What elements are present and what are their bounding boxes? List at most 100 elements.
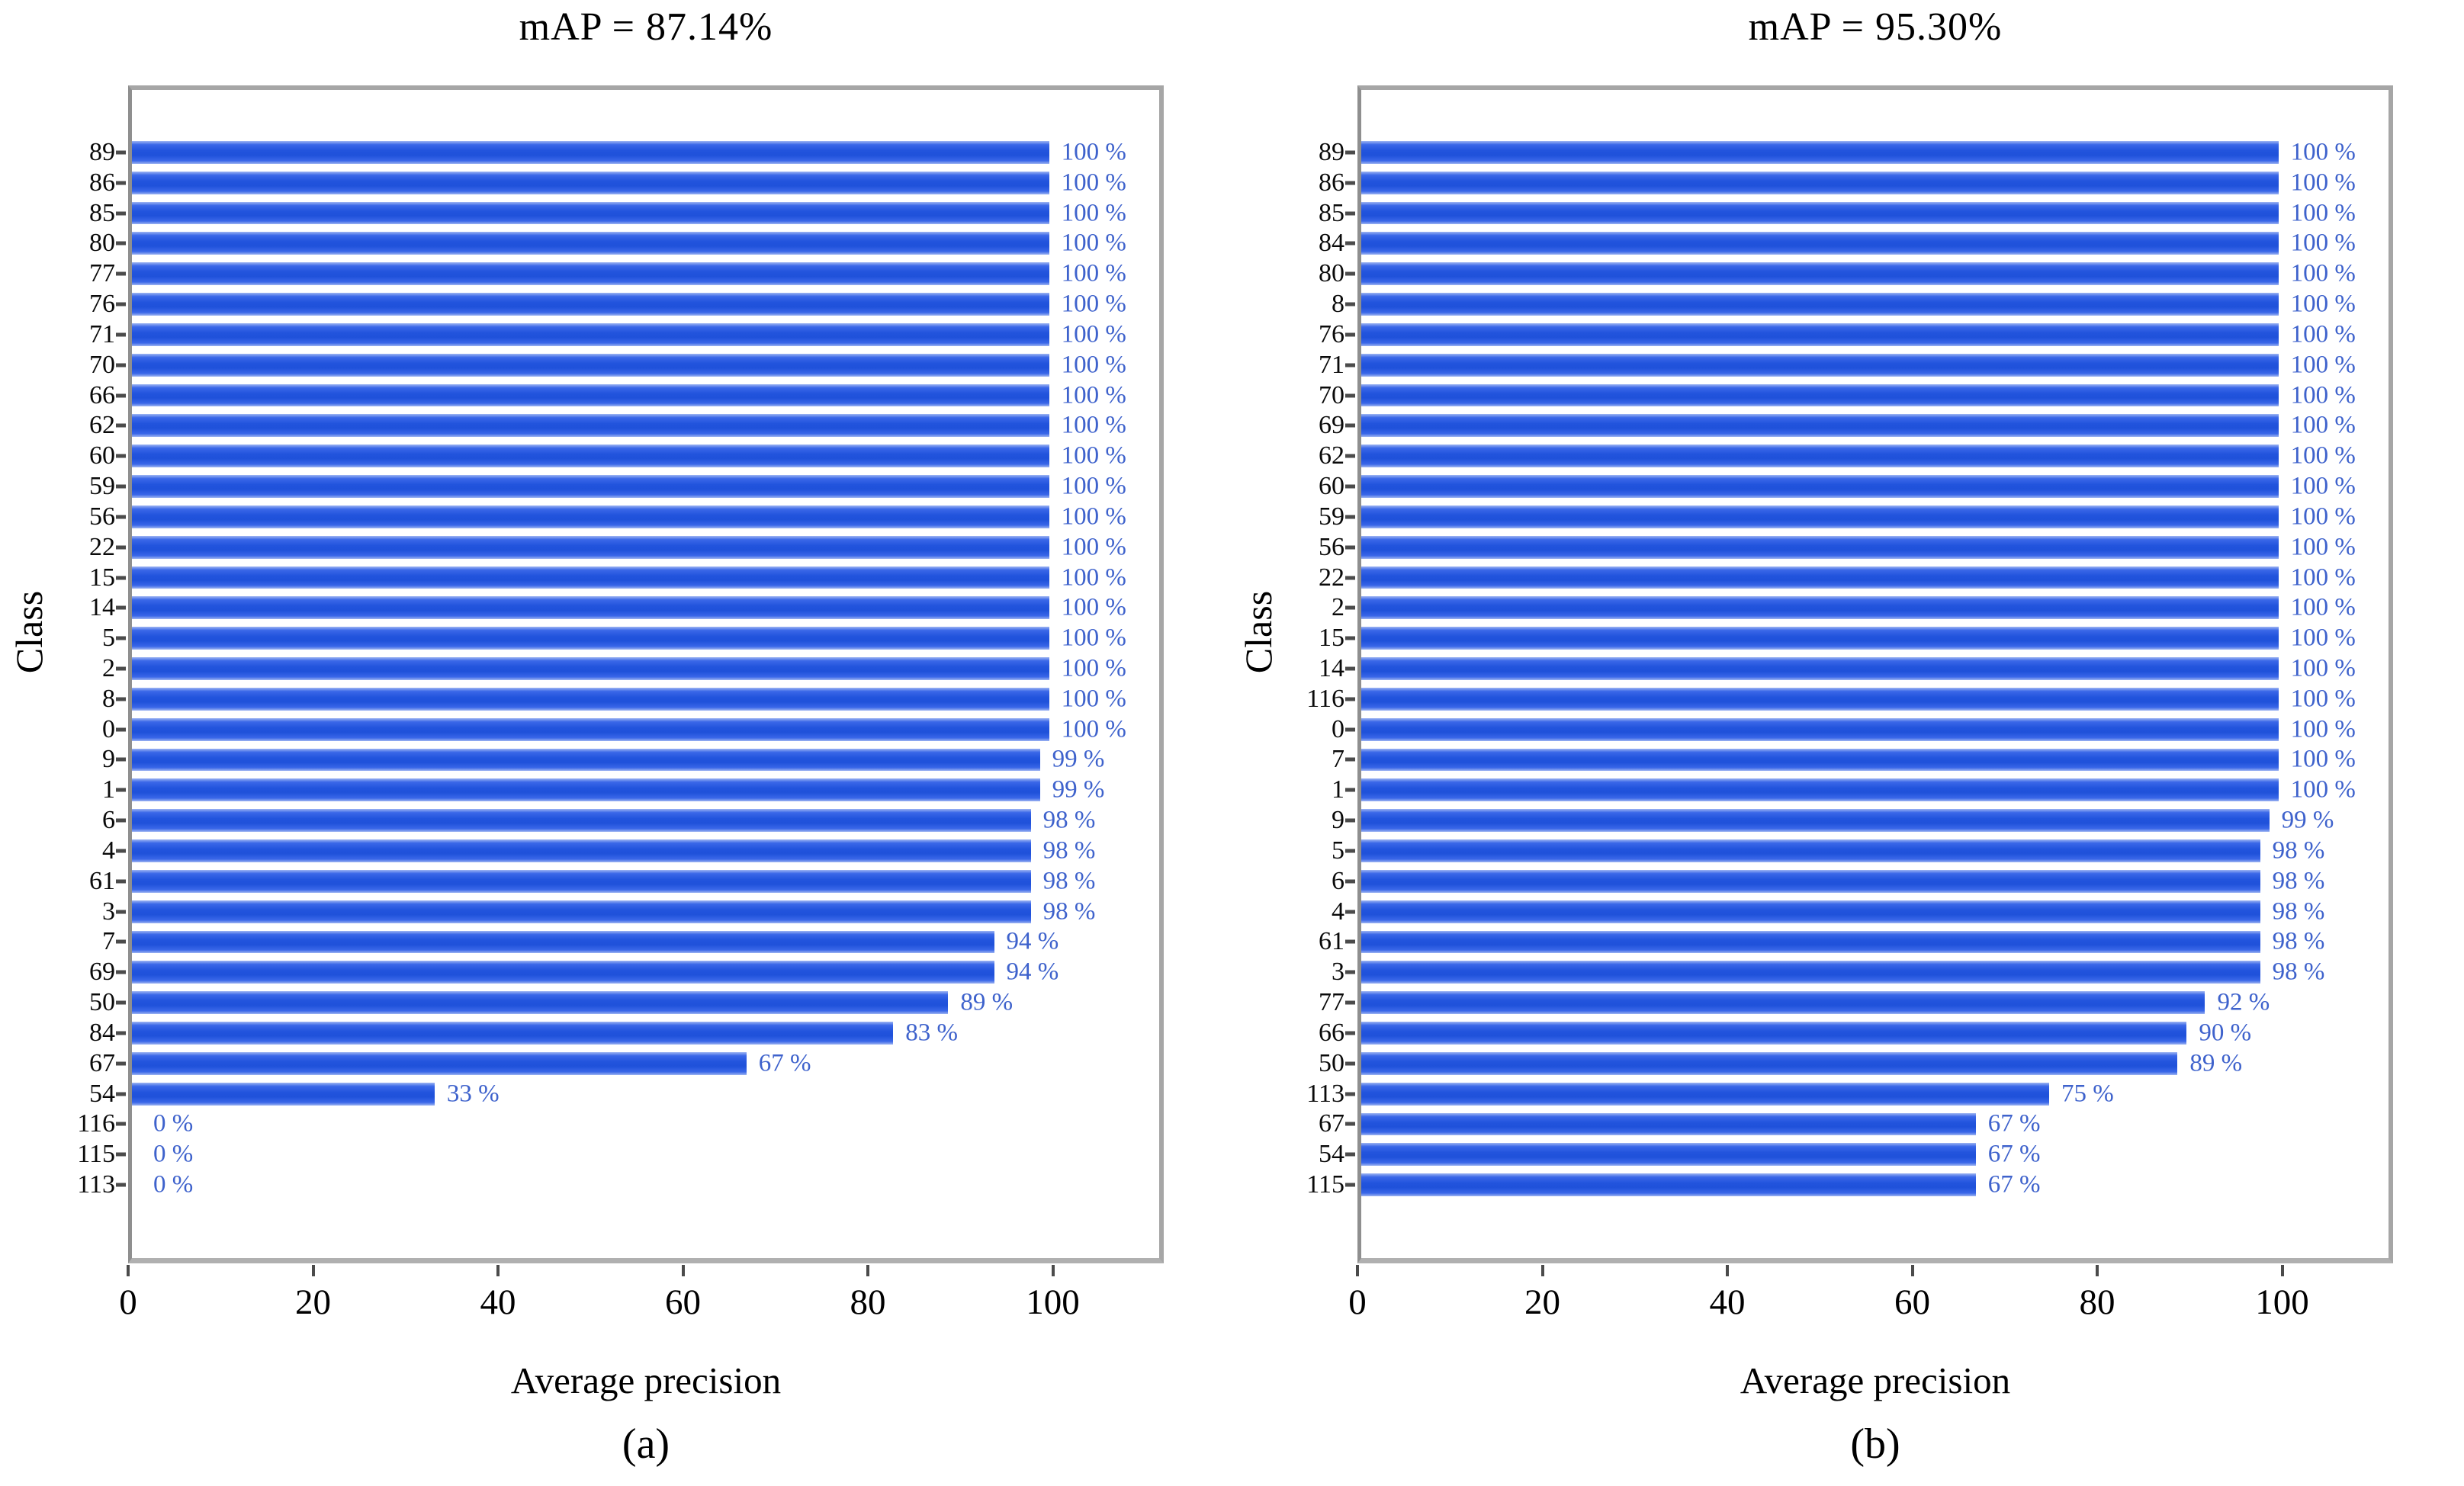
bar-row: 59 100 % xyxy=(89,471,1159,502)
y-tick xyxy=(116,788,126,792)
value-label: 0 % xyxy=(153,1170,194,1199)
x-axis-label: Average precision xyxy=(1740,1359,2011,1401)
bar xyxy=(132,171,1049,194)
bar xyxy=(132,201,1049,225)
bar xyxy=(132,566,1049,589)
bar-row: 22 100 % xyxy=(1319,563,2389,593)
bar xyxy=(132,687,1049,711)
bar xyxy=(132,900,1031,923)
value-label: 100 % xyxy=(1061,715,1126,743)
bar-row: 60 100 % xyxy=(89,441,1159,471)
y-tick xyxy=(1345,636,1355,640)
bar xyxy=(1361,930,2260,954)
y-tick xyxy=(116,241,126,246)
value-label: 100 % xyxy=(2290,472,2356,500)
class-label: 69 xyxy=(89,958,115,987)
value-label: 89 % xyxy=(960,988,1014,1016)
bar-row: 89 100 % xyxy=(1319,137,2389,168)
y-tick xyxy=(1345,241,1355,246)
bar xyxy=(132,384,1049,407)
y-tick xyxy=(1345,515,1355,519)
bar-row: 7 94 % xyxy=(102,927,1159,958)
class-label: 7 xyxy=(1332,745,1344,774)
class-label: 7 xyxy=(102,927,115,956)
class-label: 80 xyxy=(1319,259,1344,288)
y-tick xyxy=(1345,302,1355,307)
class-label: 113 xyxy=(77,1170,115,1199)
y-tick xyxy=(116,697,126,701)
value-label: 98 % xyxy=(2272,927,2325,955)
bar-row: 1 100 % xyxy=(1332,775,2389,805)
y-tick xyxy=(116,818,126,823)
bar-row: 15 100 % xyxy=(89,563,1159,593)
bar xyxy=(1361,293,2279,316)
class-label: 71 xyxy=(89,319,115,348)
subfigure-caption: (b) xyxy=(1850,1420,1900,1468)
class-label: 5 xyxy=(1332,836,1344,865)
class-label: 3 xyxy=(102,897,115,926)
value-label: 100 % xyxy=(2290,138,2356,166)
bar-row: 3 98 % xyxy=(1332,957,2389,987)
class-label: 14 xyxy=(89,593,115,622)
value-label: 0 % xyxy=(153,1140,194,1168)
class-label: 69 xyxy=(1319,411,1344,440)
class-label: 1 xyxy=(102,775,115,804)
class-label: 6 xyxy=(102,806,115,835)
bar-row: 70 100 % xyxy=(1319,380,2389,411)
y-tick xyxy=(1345,454,1355,458)
value-label: 100 % xyxy=(1061,441,1126,470)
y-tick xyxy=(1345,818,1355,823)
class-label: 3 xyxy=(1332,958,1344,987)
bar xyxy=(132,353,1049,377)
bar xyxy=(132,293,1049,316)
bar xyxy=(1361,414,2279,438)
x-tick xyxy=(866,1265,869,1276)
class-label: 14 xyxy=(1319,653,1344,682)
class-label: 71 xyxy=(1319,350,1344,379)
bar-row: 60 100 % xyxy=(1319,471,2389,502)
bar xyxy=(132,961,994,984)
value-label: 100 % xyxy=(1061,472,1126,500)
value-label: 67 % xyxy=(758,1049,811,1077)
value-label: 100 % xyxy=(2290,199,2356,227)
y-tick xyxy=(116,150,126,155)
x-axis: 0 20 40 60 80 100 xyxy=(1348,1263,2393,1355)
y-tick xyxy=(116,849,126,853)
chart-panel-a: mAP = 87.14% Class 89 100 % 86 100 % 85 100 %… xyxy=(8,5,1164,1468)
class-label: 0 xyxy=(102,714,115,743)
class-label: 77 xyxy=(89,259,115,288)
y-tick xyxy=(1345,1122,1355,1126)
y-tick xyxy=(116,302,126,307)
x-tick-label: 20 xyxy=(1524,1282,1560,1322)
value-label: 99 % xyxy=(1052,775,1105,804)
bar-row: 66 100 % xyxy=(89,380,1159,411)
class-label: 2 xyxy=(1332,593,1344,622)
y-tick xyxy=(1345,393,1355,398)
class-label: 116 xyxy=(1306,684,1344,713)
bar-row: 69 94 % xyxy=(89,957,1159,987)
y-tick xyxy=(1345,484,1355,489)
y-tick xyxy=(1345,332,1355,337)
bar-row: 80 100 % xyxy=(89,228,1159,258)
class-label: 8 xyxy=(1332,290,1344,319)
x-tick xyxy=(1726,1265,1729,1276)
class-label: 62 xyxy=(89,411,115,440)
bar xyxy=(1361,778,2279,802)
bar-row: 62 100 % xyxy=(1319,441,2389,471)
value-label: 94 % xyxy=(1006,958,1059,986)
x-tick xyxy=(127,1265,130,1276)
class-label: 86 xyxy=(89,168,115,197)
y-tick xyxy=(116,1061,126,1066)
y-tick xyxy=(116,939,126,944)
y-tick xyxy=(116,271,126,276)
class-label: 54 xyxy=(1319,1140,1344,1169)
class-label: 50 xyxy=(1319,1048,1344,1077)
y-tick xyxy=(116,393,126,398)
y-tick xyxy=(1345,271,1355,276)
bar-row: 61 98 % xyxy=(1319,927,2389,958)
bar-row: 2 100 % xyxy=(1332,592,2389,623)
y-tick xyxy=(116,515,126,519)
x-axis-label: Average precision xyxy=(510,1359,782,1401)
y-tick xyxy=(116,1183,126,1187)
